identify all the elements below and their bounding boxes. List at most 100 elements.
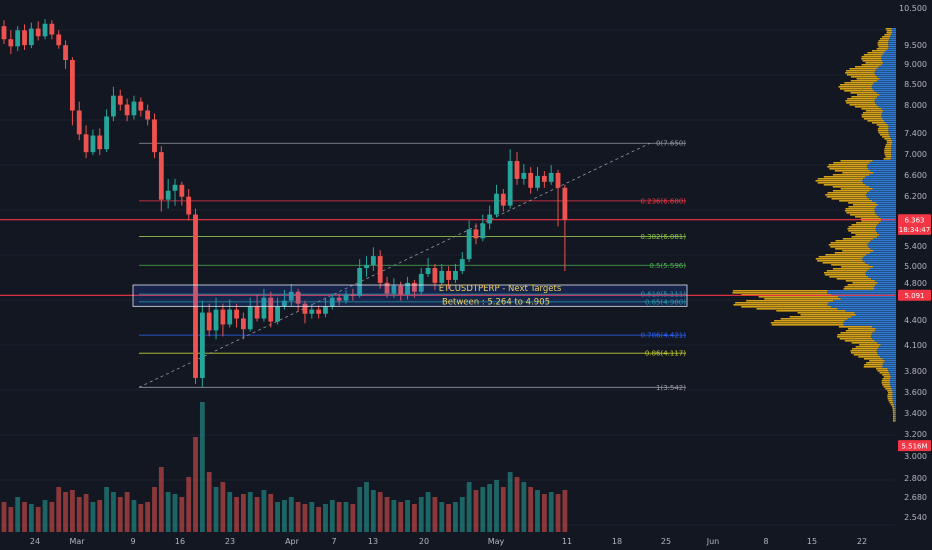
volume-profile-bar xyxy=(891,154,896,156)
volume-profile-bar xyxy=(876,92,896,94)
candle-body xyxy=(56,34,62,46)
candle-body xyxy=(213,309,219,331)
volume-profile-bar xyxy=(876,48,888,50)
volume-profile-bar xyxy=(893,418,895,420)
volume-profile-bar xyxy=(877,130,889,132)
volume-bar xyxy=(15,497,21,532)
volume-profile-bar xyxy=(885,156,892,158)
target-zone-box[interactable] xyxy=(132,284,688,307)
volume-profile-bar xyxy=(830,246,869,248)
volume-profile-bar xyxy=(732,292,828,294)
candle-body xyxy=(104,116,109,150)
target-annotation[interactable]: ETCUSDTPERP - Next Targets Between : 5.2… xyxy=(132,284,688,307)
volume-profile-bar xyxy=(870,248,896,250)
volume-bar xyxy=(186,477,192,532)
volume-profile-bar xyxy=(833,162,870,164)
volume-profile-bar xyxy=(887,394,893,396)
volume-bar xyxy=(97,500,103,532)
volume-profile-bar xyxy=(868,246,896,248)
volume-profile-bar xyxy=(888,130,896,132)
volume-profile-bar xyxy=(861,56,882,58)
candle-body xyxy=(425,268,431,274)
volume-profile-bar xyxy=(877,224,896,226)
volume-profile-bar xyxy=(875,230,896,232)
volume-profile-bar xyxy=(872,88,896,90)
volume-profile-bar xyxy=(872,332,896,334)
volume-bar xyxy=(49,502,55,532)
volume-profile-bar xyxy=(870,170,896,172)
volume-profile-bar xyxy=(890,374,896,376)
volume-profile-bar xyxy=(891,388,896,390)
volume-profile-bar xyxy=(882,112,896,114)
volume-profile-bar xyxy=(878,354,896,356)
volume-profile-bar xyxy=(877,282,896,284)
volume-profile-bar xyxy=(877,352,896,354)
volume-profile-bar xyxy=(877,348,896,350)
price-axis-tick: 3.400 xyxy=(904,409,927,418)
volume-profile-bar xyxy=(878,46,889,48)
volume-profile-bar xyxy=(776,310,846,312)
volume-profile-bar xyxy=(850,350,877,352)
volume-profile-bar xyxy=(867,166,896,168)
volume-profile-bar xyxy=(863,256,896,258)
candle-body xyxy=(384,282,390,294)
candle-body xyxy=(555,172,561,188)
candle-body xyxy=(459,259,465,271)
price-axis[interactable]: 10.500 9.500 9.000 8.500 8.000 7.400 7.000 6.60… xyxy=(899,4,927,522)
time-axis[interactable]: 24 Mar 9 16 23 Apr 7 13 20 May 11 18 25 Jun 8 15 22 xyxy=(30,537,867,546)
candle-body xyxy=(193,214,198,378)
volume-profile-bar xyxy=(867,244,896,246)
volume-profile-bar xyxy=(850,214,877,216)
fib-level-label: 0.382(6.081) xyxy=(640,233,686,241)
volume-bar xyxy=(507,472,513,532)
volume-profile-bar xyxy=(888,40,896,42)
volume-profile-bar xyxy=(861,220,882,222)
volume-profile-bar xyxy=(850,92,877,94)
candle-body xyxy=(412,282,417,292)
volume-bar xyxy=(193,437,198,532)
volume-profile-bar xyxy=(861,108,882,110)
volume-profile-bar xyxy=(828,302,896,304)
volume-profile-bar xyxy=(861,114,882,116)
volume-profile-bar xyxy=(875,98,896,100)
volume-profile-bar xyxy=(846,74,876,76)
candle-body xyxy=(199,312,205,378)
volume-profile-bar xyxy=(876,104,896,106)
time-axis-tick: 15 xyxy=(807,537,817,546)
volume-profile-bar xyxy=(840,188,873,190)
volume-profile-bar xyxy=(888,128,896,130)
volume-profile-bar xyxy=(874,340,896,342)
volume-profile-bar xyxy=(875,228,896,230)
volume-bar xyxy=(316,507,322,532)
volume-profile-bar xyxy=(764,298,841,300)
candle-body xyxy=(70,60,75,111)
volume-bar xyxy=(412,504,417,532)
volume-profile-bar xyxy=(892,142,896,144)
volume-profile-bar xyxy=(850,80,878,82)
fib-trend-line[interactable] xyxy=(138,142,651,388)
price-tag xyxy=(898,289,931,301)
volume-profile-bar xyxy=(880,344,896,346)
volume-bar xyxy=(302,504,308,532)
price-axis-tick: 4.800 xyxy=(904,279,927,288)
volume-profile-bar xyxy=(884,146,892,148)
candle-body xyxy=(179,184,185,197)
volume-profile-bar xyxy=(874,82,896,84)
candle-body xyxy=(131,101,137,116)
volume-profile-bar xyxy=(871,50,886,52)
candle-body xyxy=(398,285,404,295)
volume-profile-bar xyxy=(881,58,896,60)
volume-profile-bar xyxy=(833,300,896,302)
volume-profile-bar xyxy=(892,140,896,142)
volume-profile-bar xyxy=(828,164,868,166)
volume-profile-bar xyxy=(891,34,896,36)
volume-bar xyxy=(42,500,48,532)
volume-profile-bar xyxy=(741,306,831,308)
volume-profile-bar xyxy=(756,308,838,310)
volume-profile-bar xyxy=(879,372,890,374)
volume-profile-bar xyxy=(862,180,896,182)
volume-bar xyxy=(439,502,445,532)
volume-profile-bar xyxy=(866,274,896,276)
